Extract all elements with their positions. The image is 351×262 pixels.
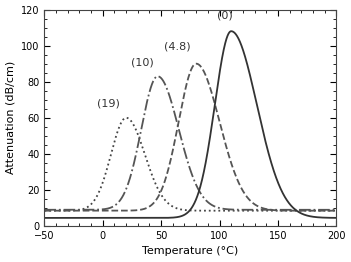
- Text: (4.8): (4.8): [164, 41, 191, 51]
- Text: (0): (0): [218, 10, 233, 20]
- Y-axis label: Attenuation (dB/cm): Attenuation (dB/cm): [6, 61, 15, 174]
- X-axis label: Temperature (°C): Temperature (°C): [142, 247, 238, 256]
- Text: (10): (10): [131, 57, 154, 67]
- Text: (19): (19): [97, 99, 120, 109]
